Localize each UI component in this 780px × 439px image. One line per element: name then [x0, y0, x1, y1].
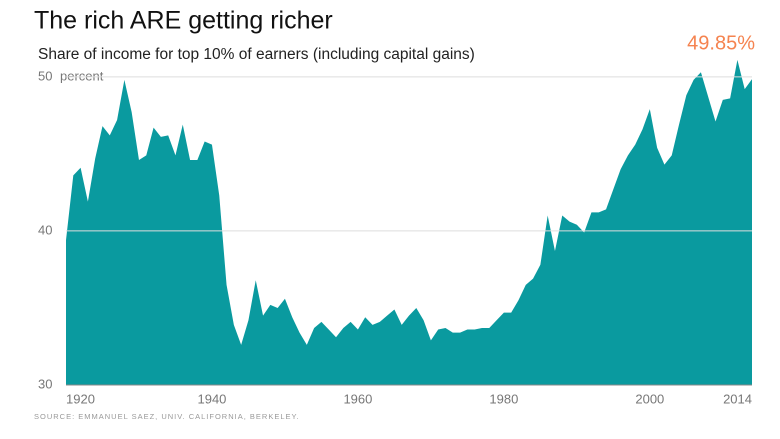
x-tick-label: 1980: [489, 391, 518, 406]
y-tick-label: 40: [38, 222, 52, 237]
annotation: 49.85%: [687, 32, 755, 54]
source: SOURCE: EMMANUEL SAEZ, UNIV. CALIFORNIA,…: [34, 412, 300, 421]
x-tick-label: 1940: [197, 391, 226, 406]
x-tick-label: 2000: [635, 391, 664, 406]
x-tick-label: 2014: [723, 391, 752, 406]
chart-title: The rich ARE getting richer: [34, 7, 333, 35]
chart-subtitle: Share of income for top 10% of earners (…: [38, 46, 475, 63]
y-unit-label: percent: [60, 68, 104, 83]
x-tick-label: 1960: [343, 391, 372, 406]
y-tick-label: 30: [38, 376, 52, 391]
y-tick-label: 50: [38, 68, 52, 83]
x-tick-label: 1920: [66, 391, 95, 406]
area: [66, 59, 752, 385]
